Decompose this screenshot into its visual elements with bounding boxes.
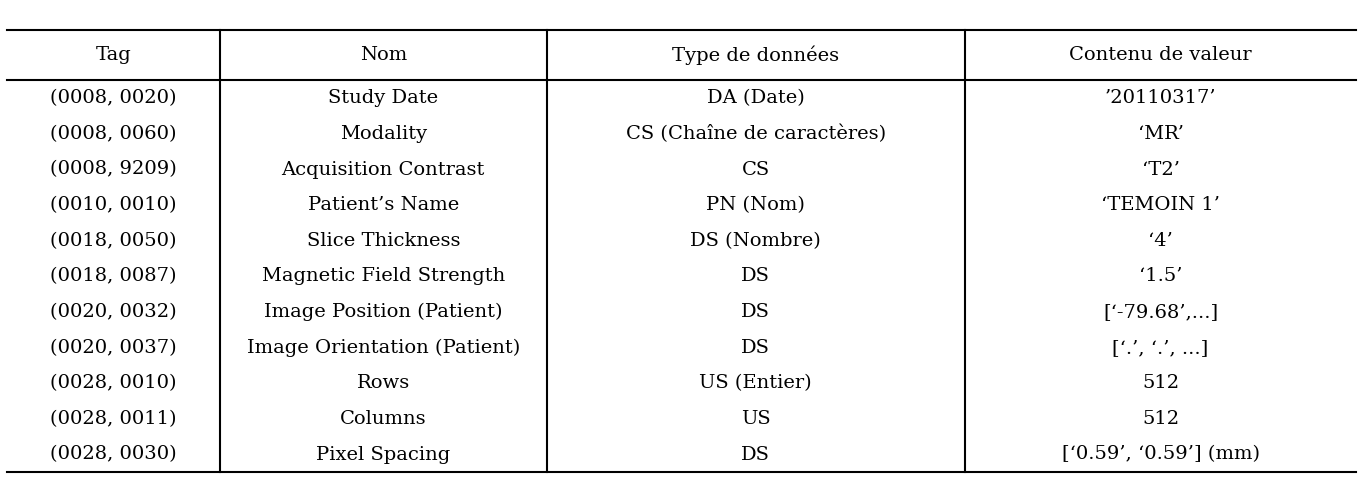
Text: DS: DS [741,446,770,463]
Text: (0020, 0037): (0020, 0037) [50,338,177,357]
Text: (0028, 0010): (0028, 0010) [50,374,177,392]
Text: DA (Date): DA (Date) [707,89,804,107]
Text: (0028, 0011): (0028, 0011) [50,410,177,428]
Text: Pixel Spacing: Pixel Spacing [316,446,450,463]
Text: DS (Nombre): DS (Nombre) [690,232,821,250]
Text: (0008, 0020): (0008, 0020) [50,89,177,107]
Text: ‘1.5’: ‘1.5’ [1138,267,1182,285]
Text: DS: DS [741,338,770,357]
Text: Modality: Modality [339,125,427,143]
Text: ’20110317’: ’20110317’ [1105,89,1216,107]
Text: ‘TEMOIN 1’: ‘TEMOIN 1’ [1101,196,1220,214]
Text: [‘-79.68’,...]: [‘-79.68’,...] [1103,303,1219,321]
Text: Patient’s Name: Patient’s Name [308,196,459,214]
Text: Image Orientation (Patient): Image Orientation (Patient) [247,338,519,357]
Text: US (Entier): US (Entier) [699,374,812,392]
Text: DS: DS [741,303,770,321]
Text: (0018, 0050): (0018, 0050) [50,232,177,250]
Text: (0028, 0030): (0028, 0030) [50,446,177,463]
Text: Columns: Columns [339,410,427,428]
Text: Type de données: Type de données [672,45,840,65]
Text: Magnetic Field Strength: Magnetic Field Strength [262,267,504,285]
Text: (0008, 9209): (0008, 9209) [50,160,177,179]
Text: (0010, 0010): (0010, 0010) [50,196,177,214]
Text: 512: 512 [1142,374,1179,392]
Text: ‘T2’: ‘T2’ [1142,160,1179,179]
Text: Rows: Rows [357,374,410,392]
Text: [‘.’, ‘.’, ...]: [‘.’, ‘.’, ...] [1112,338,1209,357]
Text: [‘0.59’, ‘0.59’] (mm): [‘0.59’, ‘0.59’] (mm) [1062,446,1259,463]
Text: 512: 512 [1142,410,1179,428]
Text: Nom: Nom [360,46,408,64]
Text: (0020, 0032): (0020, 0032) [50,303,177,321]
Text: US: US [741,410,770,428]
Text: Slice Thickness: Slice Thickness [307,232,461,250]
Text: ‘MR’: ‘MR’ [1138,125,1183,143]
Text: Tag: Tag [95,46,131,64]
Text: Image Position (Patient): Image Position (Patient) [264,303,503,321]
Text: (0018, 0087): (0018, 0087) [50,267,177,285]
Text: Contenu de valeur: Contenu de valeur [1069,46,1251,64]
Text: (0008, 0060): (0008, 0060) [50,125,177,143]
Text: ‘4’: ‘4’ [1148,232,1174,250]
Text: DS: DS [741,267,770,285]
Text: Acquisition Contrast: Acquisition Contrast [282,160,485,179]
Text: Study Date: Study Date [328,89,439,107]
Text: PN (Nom): PN (Nom) [706,196,806,214]
Text: CS: CS [741,160,770,179]
Text: CS (Chaîne de caractères): CS (Chaîne de caractères) [626,124,886,143]
